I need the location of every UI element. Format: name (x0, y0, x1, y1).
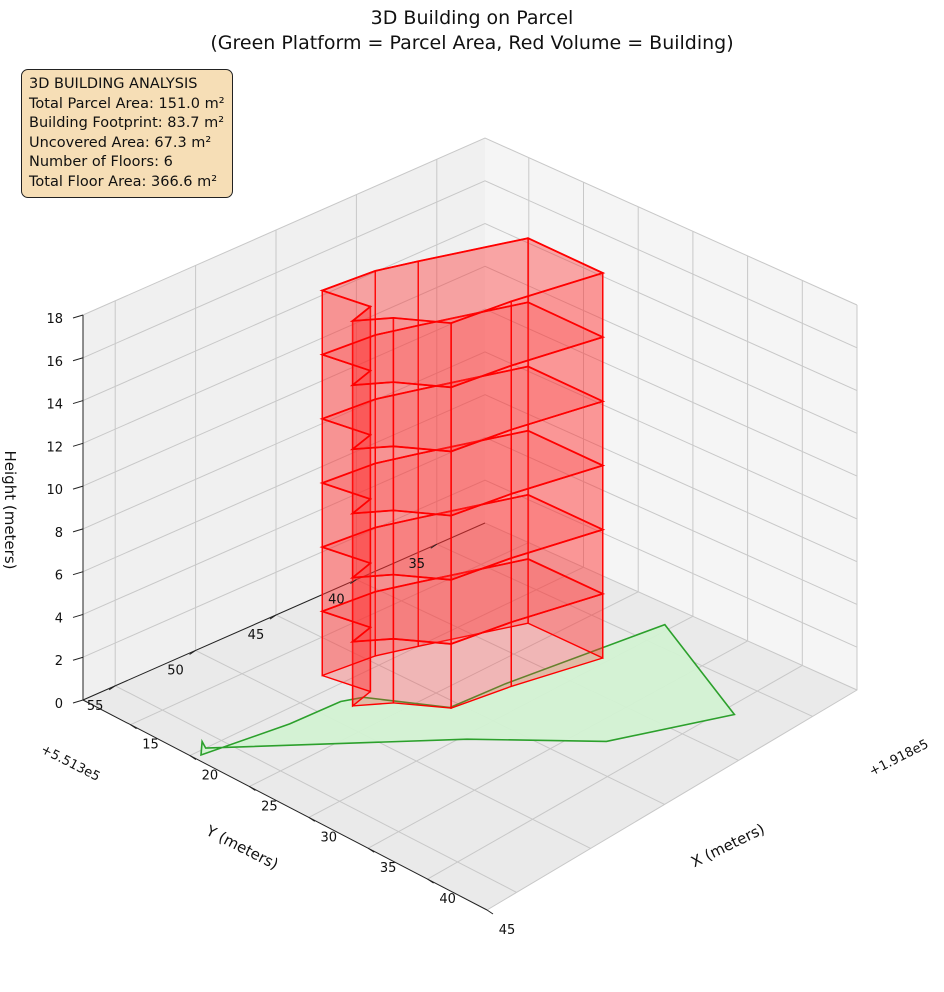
grid-line-x (189, 182, 584, 757)
grid-line-z (82, 308, 858, 487)
z-tick-mark (72, 528, 84, 533)
x-offset-label: +1.918e5 (867, 737, 931, 780)
z-tick-mark (72, 699, 84, 704)
x-tick-label: 30 (320, 830, 337, 845)
y-tick-label: 45 (248, 628, 265, 643)
building-volume (319, 237, 606, 710)
z-axis-label: Height (meters) (1, 451, 19, 570)
x-axis-label: X (meters) (688, 820, 768, 871)
z-tick-label: 10 (46, 483, 63, 498)
grid-line-z (82, 351, 858, 530)
analysis-info-box: 3D BUILDING ANALYSIS Total Parcel Area: … (21, 69, 233, 198)
building-floor (319, 429, 606, 581)
grid-line-x (367, 255, 749, 849)
z-tick-label: 2 (55, 654, 63, 669)
z-tick-mark (72, 613, 84, 618)
title-line-2: (Green Platform = Parcel Area, Red Volum… (210, 32, 734, 54)
info-line-footprint: Building Footprint: 83.7 m² (29, 115, 225, 131)
z-tick-mark (72, 357, 84, 362)
y-axis-label: Y (meters) (202, 821, 281, 873)
z-tick-mark (72, 571, 84, 576)
building-floor (319, 365, 606, 517)
building-floor (319, 237, 606, 389)
title-line-1: 3D Building on Parcel (370, 7, 574, 29)
tick-labels: 15 20 25 30 35 40 45 35 40 45 50 55 0 2 4 6 8 10 12 14 16 18 (46, 312, 515, 938)
z-tick-mark (72, 400, 84, 405)
y-tick-label: 35 (408, 557, 425, 572)
z-tick-label: 12 (46, 440, 63, 455)
info-line-floor-area: Total Floor Area: 366.6 m² (29, 173, 218, 190)
left-pane (83, 138, 485, 700)
x-tick-label: 25 (261, 799, 278, 814)
grid-line-z (82, 436, 858, 615)
z-tick-label: 6 (55, 569, 63, 584)
x-tick-mark (367, 847, 375, 853)
z-tick-mark (72, 314, 84, 319)
grid-line-x (308, 231, 694, 818)
x-tick-mark (189, 755, 197, 761)
grid-lines (82, 137, 858, 911)
z-tick-label: 18 (46, 312, 63, 327)
y-offset-label: +5.513e5 (38, 742, 102, 785)
x-tick-label: 45 (499, 923, 516, 938)
x-tick-label: 40 (439, 892, 456, 907)
grid-line-z (82, 137, 858, 316)
z-tick-label: 14 (46, 398, 63, 413)
building-floor-slab (319, 237, 606, 325)
x-tick-mark (486, 909, 494, 915)
y-tick-mark (430, 543, 438, 549)
z-tick-label: 0 (55, 697, 63, 712)
z-tick-mark (72, 656, 84, 661)
info-line-heading: 3D BUILDING ANALYSIS (29, 76, 198, 92)
grid-line-z (82, 180, 858, 359)
z-tick-mark (72, 485, 84, 490)
z-tick-mark (72, 442, 84, 447)
chart-title: 3D Building on Parcel (Green Platform = … (0, 6, 944, 56)
x-tick-label: 35 (380, 861, 397, 876)
info-line-parcel-area: Total Parcel Area: 151.0 m² (29, 95, 225, 112)
z-tick-label: 8 (55, 526, 63, 541)
building-floor (319, 301, 606, 453)
x-tick-mark (308, 816, 316, 822)
info-line-uncovered: Uncovered Area: 67.3 m² (29, 134, 212, 151)
info-line-floors: Number of Floors: 6 (29, 154, 173, 170)
x-tick-mark (427, 878, 434, 884)
x-tick-mark (130, 724, 137, 730)
grid-line-x (427, 280, 803, 880)
grid-line-x (486, 305, 858, 911)
y-tick-mark (189, 650, 196, 655)
y-tick-label: 55 (87, 699, 104, 714)
grid-line-z (82, 479, 858, 658)
y-tick-mark (350, 579, 357, 585)
grid-line-z (82, 394, 858, 573)
y-tick-label: 40 (328, 593, 345, 608)
building-floor (319, 493, 606, 645)
y-tick-mark (108, 685, 116, 691)
right-pane (485, 138, 857, 690)
grid-line-z (82, 265, 858, 444)
y-tick-mark (269, 614, 277, 620)
x-axis-line (82, 699, 488, 911)
z-tick-label: 4 (55, 611, 63, 626)
grid-line-z (82, 223, 858, 402)
x-tick-label: 15 (142, 738, 159, 753)
z-tick-label: 16 (46, 355, 63, 370)
y-tick-label: 50 (167, 663, 184, 678)
x-tick-label: 20 (202, 769, 219, 784)
x-tick-mark (249, 786, 256, 791)
